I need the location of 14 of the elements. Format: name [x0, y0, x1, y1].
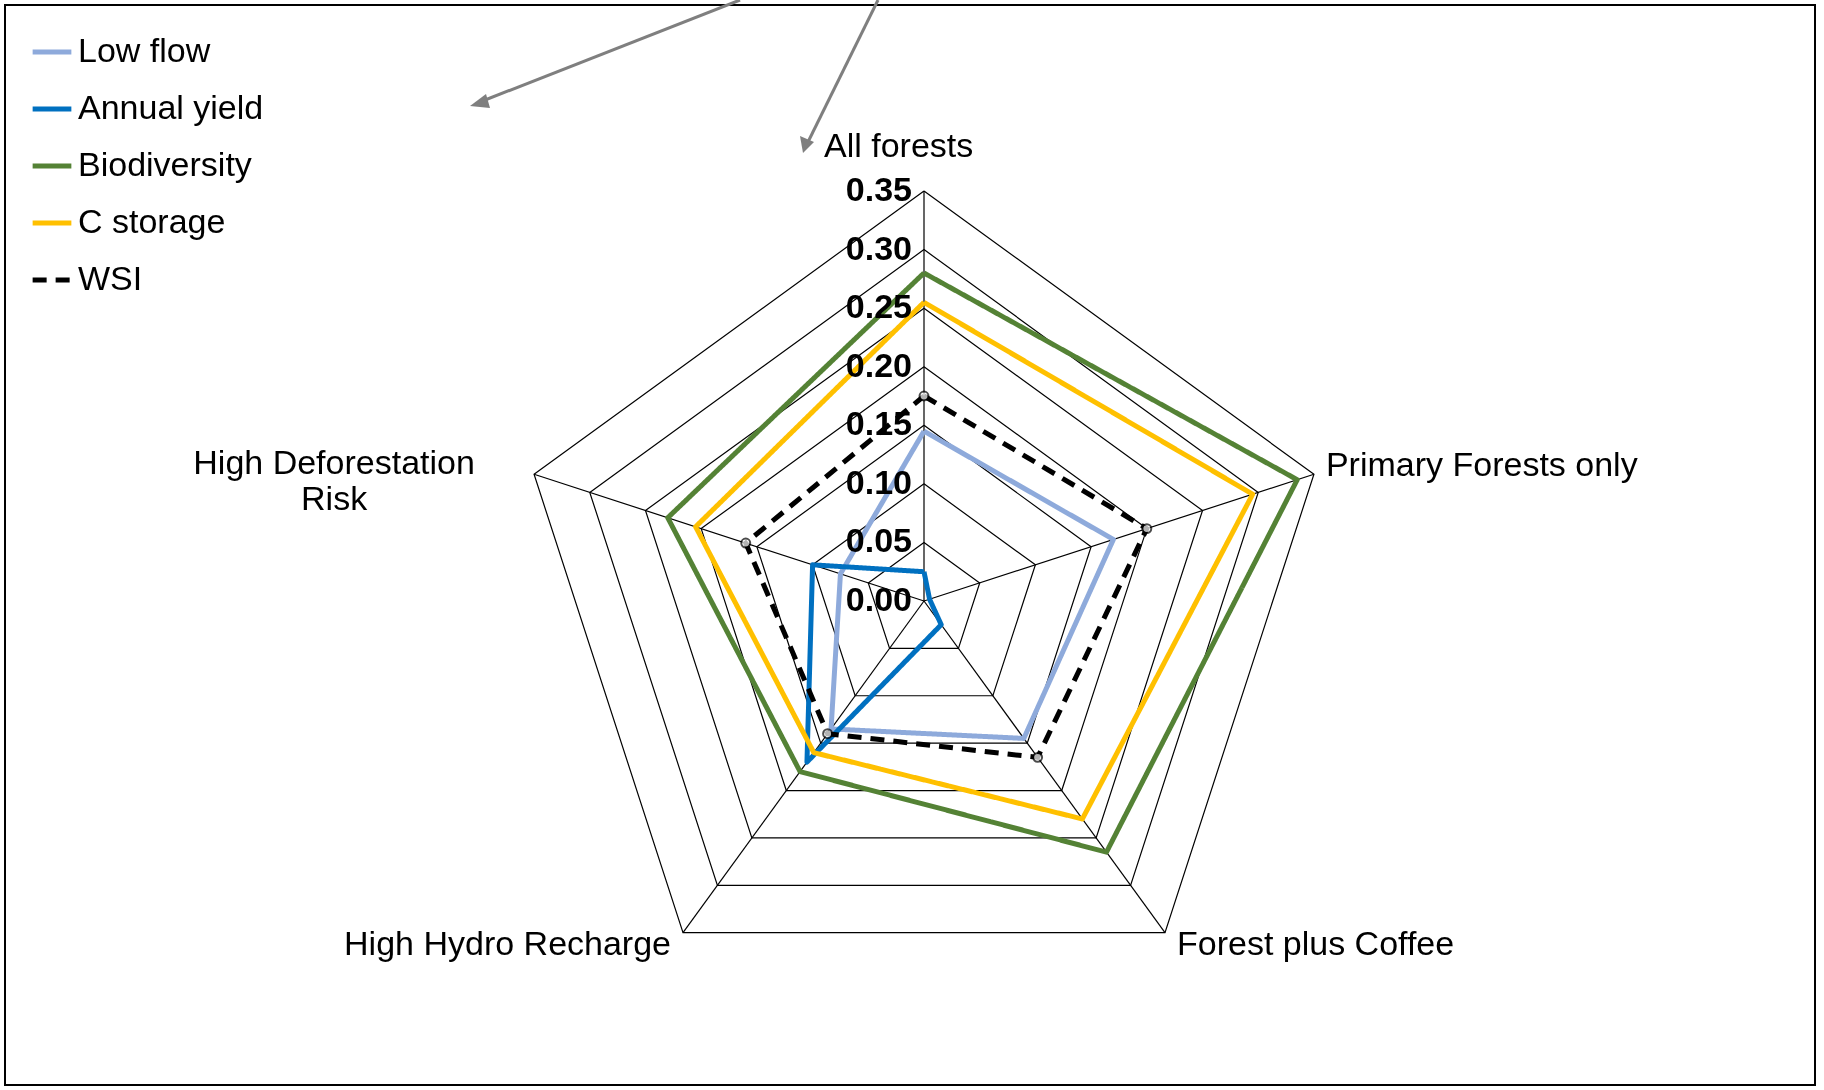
y-tick-label: 0.10	[845, 462, 912, 501]
legend-label: WSI	[78, 259, 143, 297]
spoke-label: Primary Forests only	[1325, 445, 1638, 484]
legend-label: Low flow	[78, 31, 211, 69]
legend-label: Annual yield	[78, 88, 264, 126]
legend-label: C storage	[78, 202, 226, 240]
spoke-label: High Hydro Recharge	[344, 923, 672, 962]
y-tick-label: 0.30	[845, 228, 912, 267]
legend-label: Biodiversity	[78, 145, 252, 183]
spoke-label: High Deforestation Risk	[193, 443, 475, 518]
y-tick-label: 0.35	[845, 170, 912, 208]
spoke-label: Forest plus Coffee	[1176, 923, 1455, 962]
y-tick-label: 0.05	[845, 521, 912, 560]
spoke-label: All forests	[824, 126, 974, 164]
